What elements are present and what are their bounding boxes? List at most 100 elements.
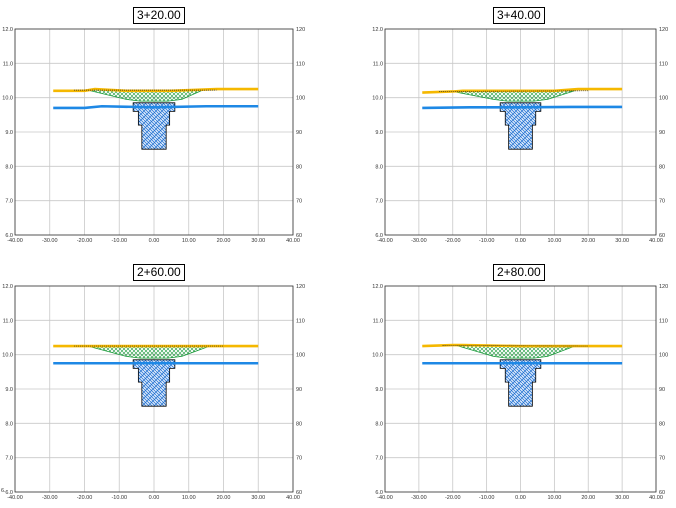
x-tick-label: -40.00 (7, 495, 23, 501)
x-tick-label: 0.00 (515, 238, 526, 244)
y-tick-label-left: 9.0 (5, 387, 13, 393)
y-tick-label-right: 120 (296, 27, 305, 33)
y-tick-label-right: 60 (659, 233, 665, 239)
x-tick-label: 10.00 (547, 495, 561, 501)
y-tick-label-right: 70 (659, 456, 665, 462)
y-tick-label-right: 80 (659, 421, 665, 427)
y-tick-label-right: 60 (659, 490, 665, 496)
x-tick-label: 20.00 (217, 238, 231, 244)
x-tick-label: -10.00 (479, 238, 495, 244)
ground-surface-line (53, 87, 259, 93)
y-tick-label-right: 90 (296, 130, 302, 136)
section-title-2: 3+40.00 (493, 7, 545, 24)
y-tick-label-right: 100 (296, 96, 305, 102)
y-tick-label-right: 70 (296, 456, 302, 462)
x-tick-label: -30.00 (411, 495, 427, 501)
y-tick-label-right: 100 (659, 353, 668, 359)
x-tick-label: 0.00 (149, 238, 160, 244)
y-tick-label-left: 8.0 (375, 164, 383, 170)
x-tick-label: -30.00 (42, 495, 58, 501)
y-tick-label-left: 9.0 (375, 387, 383, 393)
section-title-3: 2+60.00 (133, 264, 185, 281)
y-tick-label-left: 9.0 (375, 130, 383, 136)
y-tick-label-left: 8.0 (5, 421, 13, 427)
design-line (439, 90, 589, 92)
y-tick-label-right: 100 (659, 96, 668, 102)
y-tick-label-right: 100 (296, 353, 305, 359)
y-tick-label-left: 10.0 (2, 353, 13, 359)
y-tick-label-right: 120 (296, 284, 305, 290)
y-tick-label-left: 9.0 (5, 130, 13, 136)
y-tick-label-right: 80 (296, 421, 302, 427)
x-tick-label: 10.00 (182, 495, 196, 501)
y-tick-label-left: 6.0 (375, 233, 383, 239)
plot-frame (14, 285, 294, 493)
x-tick-label: 40.00 (649, 495, 663, 501)
x-tick-label: 40.00 (649, 238, 663, 244)
y-tick-label-right: 90 (659, 387, 665, 393)
y-tick-label-left: 7.0 (5, 456, 13, 462)
y-tick-label-right: 120 (659, 27, 668, 33)
water-level-line (53, 104, 259, 110)
ground-surface-line (422, 343, 623, 348)
y-tick-label-left: 6.0 (5, 490, 13, 496)
plot-frame (384, 28, 657, 236)
x-tick-label: -20.00 (77, 495, 93, 501)
y-tick-label-left: 11.0 (373, 61, 383, 67)
excavation-zone (499, 359, 542, 407)
plot-frame (384, 285, 657, 493)
x-tick-label: 30.00 (615, 238, 629, 244)
section-chart-2: -40.00 -30.00 -20.00 -10.00 0.00 10.00 20.00 30… (372, 27, 668, 244)
y-tick-label-left: 11.0 (3, 61, 13, 67)
section-panel-4: -40.00 -30.00 -20.00 -10.00 0.00 10.00 20.00 30… (330, 257, 676, 503)
x-tick-label: 30.00 (251, 495, 265, 501)
x-tick-label: 20.00 (581, 495, 595, 501)
x-tick-label: 0.00 (149, 495, 160, 501)
y-tick-label-left: 6.0 (5, 233, 13, 239)
x-tick-label: 20.00 (581, 238, 595, 244)
y-tick-label-right: 70 (659, 199, 665, 205)
y-tick-label-left: 12.0 (2, 27, 13, 33)
ground-surface-line (422, 87, 623, 94)
y-tick-label-right: 110 (296, 61, 305, 67)
y-tick-label-left: 7.0 (5, 199, 13, 205)
y-tick-label-left: 10.0 (372, 353, 383, 359)
x-tick-label: -20.00 (445, 495, 461, 501)
x-tick-label: 30.00 (251, 238, 265, 244)
x-tick-label: -40.00 (7, 238, 23, 244)
y-tick-label-right: 110 (659, 61, 668, 67)
y-tick-label-left: 8.0 (5, 164, 13, 170)
y-tick-label-right: 110 (296, 318, 305, 324)
x-tick-label: -30.00 (411, 238, 427, 244)
section-chart-3: -40.00 -30.00 -20.00 -10.00 0.00 10.00 20.00 30… (2, 284, 305, 501)
y-tick-label-right: 90 (659, 130, 665, 136)
section-panel-3: -40.00 -30.00 -20.00 -10.00 0.00 10.00 20.00 30… (0, 257, 330, 503)
x-tick-label: 10.00 (182, 238, 196, 244)
section-panel-1: -40.00 -30.00 -20.00 -10.00 0.00 10.00 20.00 30… (0, 0, 330, 250)
y-tick-label-left: 12.0 (2, 284, 13, 290)
y-tick-label-right: 110 (659, 318, 668, 324)
y-tick-label-left: 6.0 (375, 490, 383, 496)
section-title-1: 3+20.00 (133, 7, 185, 24)
fill-zone (87, 345, 210, 359)
x-tick-label: 0.00 (515, 495, 526, 501)
y-tick-label-right: 60 (296, 490, 302, 496)
y-tick-label-left: 8.0 (375, 421, 383, 427)
section-panel-2: -40.00 -30.00 -20.00 -10.00 0.00 10.00 20.00 30… (330, 0, 676, 250)
x-tick-label: -40.00 (377, 238, 393, 244)
y-tick-label-right: 60 (296, 233, 302, 239)
y-tick-label-right: 90 (296, 387, 302, 393)
x-tick-label: -40.00 (377, 495, 393, 501)
x-tick-label: -10.00 (111, 238, 127, 244)
x-tick-label: -20.00 (445, 238, 461, 244)
corner-mark: 6. (1, 488, 6, 494)
water-level-line (422, 105, 623, 110)
x-tick-label: 30.00 (615, 495, 629, 501)
y-tick-label-left: 10.0 (372, 96, 383, 102)
y-tick-label-left: 7.0 (375, 456, 383, 462)
y-tick-label-right: 80 (296, 164, 302, 170)
excavation-zone (499, 102, 542, 150)
section-chart-4: -40.00 -30.00 -20.00 -10.00 0.00 10.00 20.00 30… (372, 284, 668, 501)
x-tick-label: -10.00 (479, 495, 495, 501)
y-tick-label-right: 70 (296, 199, 302, 205)
